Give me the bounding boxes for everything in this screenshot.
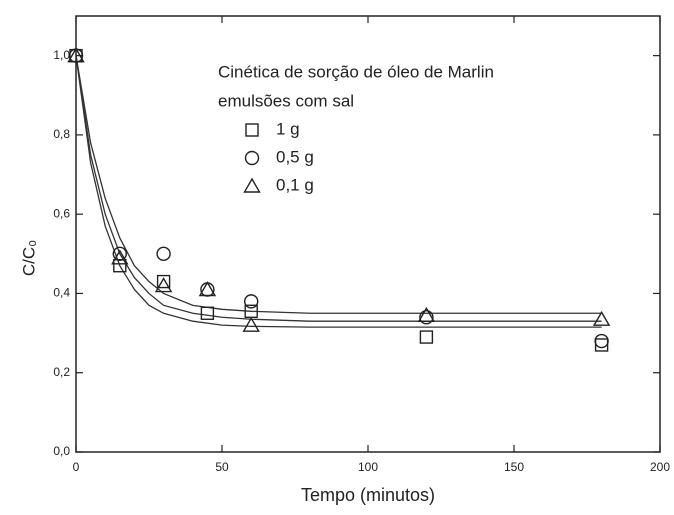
data-point	[417, 306, 436, 322]
x-axis-label: Tempo (minutos)	[301, 485, 435, 505]
fit-curve	[75, 55, 602, 314]
y-tick-label: 0,4	[53, 286, 70, 300]
data-point	[67, 47, 85, 63]
legend-label: 0,5 g	[276, 147, 314, 166]
data-point	[592, 310, 611, 326]
data-point	[419, 330, 434, 344]
data-point	[594, 338, 609, 352]
legend-marker	[244, 150, 260, 166]
fit-curve	[75, 55, 602, 322]
data-point	[198, 281, 217, 297]
data-point	[156, 274, 171, 289]
x-tick-label: 150	[504, 460, 524, 474]
legend-marker	[245, 123, 259, 137]
data-point	[594, 333, 609, 349]
legend-title: emulsões com sal	[218, 91, 354, 110]
y-tick-label: 0,0	[53, 444, 70, 458]
x-tick-label: 0	[73, 460, 80, 474]
legend-title: Cinética de sorção de óleo de Marlin	[218, 62, 494, 81]
data-point	[112, 246, 128, 262]
data-point	[243, 294, 259, 309]
data-point	[419, 310, 434, 325]
y-tick-label: 0,6	[53, 206, 70, 220]
x-tick-label: 100	[358, 460, 378, 474]
data-point	[200, 306, 215, 320]
data-point	[154, 277, 173, 293]
legend-marker	[243, 177, 261, 193]
legend-label: 0,1 g	[276, 175, 314, 194]
y-tick-label: 0,2	[53, 365, 70, 379]
legend-label: 1 g	[276, 119, 300, 138]
x-tick-label: 200	[650, 460, 670, 474]
fit-curve	[75, 55, 602, 328]
y-tick-label: 0,8	[53, 127, 70, 141]
data-point	[111, 249, 129, 265]
x-tick-label: 50	[215, 460, 229, 474]
y-tick-label: 1,0	[53, 48, 70, 62]
data-point	[242, 316, 260, 332]
y-axis-label: C/C₀	[19, 240, 38, 276]
data-point	[156, 246, 171, 262]
